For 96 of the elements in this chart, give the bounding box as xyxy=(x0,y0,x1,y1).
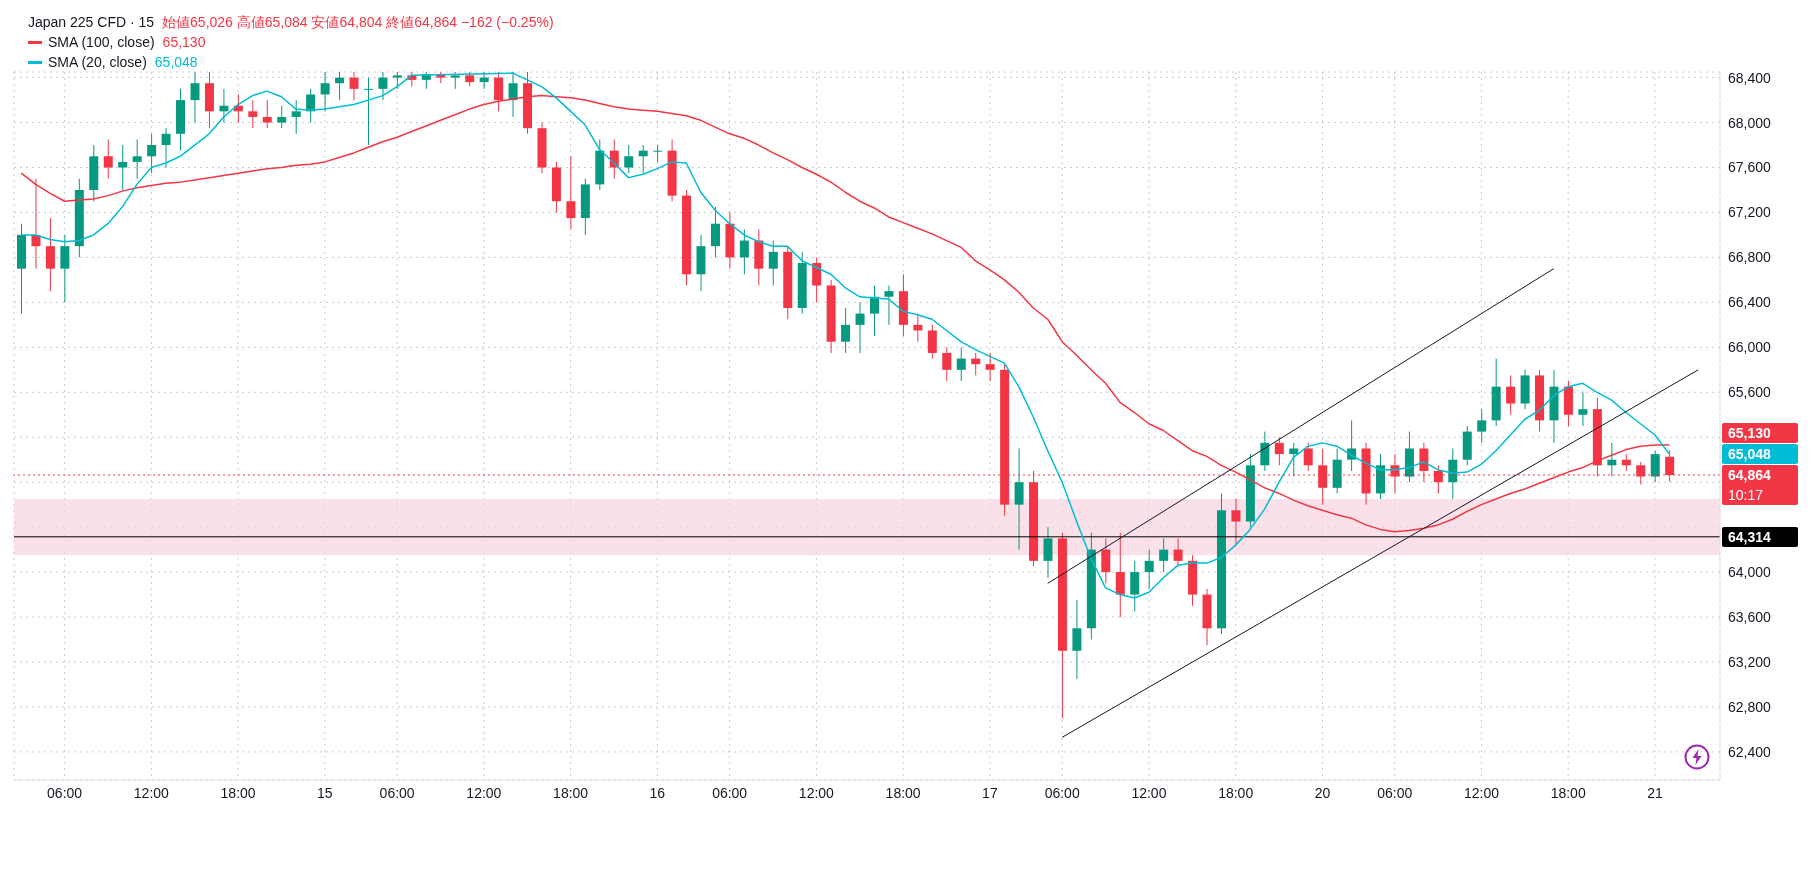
x-tick-label: 06:00 xyxy=(1377,784,1413,801)
x-tick-label: 18:00 xyxy=(885,784,921,801)
x-tick-label: 18:00 xyxy=(1550,784,1586,801)
candlestick xyxy=(812,256,822,303)
candlestick xyxy=(277,105,287,129)
candlestick xyxy=(1173,537,1183,567)
x-tick-label: 06:00 xyxy=(1044,784,1080,801)
candlestick xyxy=(132,138,142,180)
text: 65,130 xyxy=(1728,424,1772,443)
y-tick-label: 68,000 xyxy=(1728,114,1772,131)
x-tick-label: 16 xyxy=(649,784,666,801)
candlestick xyxy=(508,72,518,118)
candlestick xyxy=(1477,408,1487,444)
candlestick xyxy=(349,72,359,101)
y-tick-label: 66,800 xyxy=(1728,249,1772,266)
text: 65,130 xyxy=(162,33,206,52)
candlestick xyxy=(739,228,749,275)
candlestick xyxy=(1506,374,1516,416)
candlestick xyxy=(1274,436,1284,466)
text: 65,048 xyxy=(1728,445,1772,464)
x-tick-label: 12:00 xyxy=(1463,784,1500,801)
y-tick-label: 65,600 xyxy=(1728,384,1772,401)
candlestick xyxy=(1650,450,1660,483)
candlestick xyxy=(927,324,937,360)
y-tick-label: 62,800 xyxy=(1728,698,1772,715)
candlestick xyxy=(855,301,865,354)
x-tick-label: 20 xyxy=(1314,784,1331,801)
ref-line-label: 64,864 xyxy=(1728,466,1772,485)
candlestick xyxy=(378,72,388,101)
candlestick xyxy=(1260,431,1270,472)
candlestick xyxy=(624,144,634,174)
candlestick xyxy=(363,77,373,146)
candlestick xyxy=(1115,532,1125,618)
x-tick-label: 06:00 xyxy=(47,784,83,801)
y-tick-label: 67,600 xyxy=(1728,159,1772,176)
x-tick-label: 12:00 xyxy=(798,784,835,801)
candlestick xyxy=(1231,498,1241,545)
x-tick-label: 06:00 xyxy=(712,784,748,801)
y-tick-label: 63,600 xyxy=(1728,609,1772,626)
candlestick xyxy=(985,352,995,382)
candlestick xyxy=(262,99,272,129)
y-tick-label: 66,000 xyxy=(1728,339,1772,356)
y-tick-label: 63,200 xyxy=(1728,653,1772,670)
x-tick-label: 15 xyxy=(317,784,333,801)
candlestick xyxy=(161,127,171,169)
chart-title: Japan 225 CFD · 15 xyxy=(28,14,155,30)
text: 10:17 xyxy=(1728,486,1765,505)
candlestick xyxy=(1289,442,1299,478)
y-tick-label: 67,200 xyxy=(1728,204,1772,221)
candlestick xyxy=(870,285,879,337)
candlestick xyxy=(942,346,952,382)
candlestick xyxy=(566,155,576,230)
candlestick xyxy=(1144,549,1154,590)
x-tick-label: 12:00 xyxy=(1131,784,1167,801)
candlestick xyxy=(248,99,258,129)
x-tick-label: 18:00 xyxy=(220,784,256,801)
candlestick xyxy=(320,72,330,112)
x-tick-label: 21 xyxy=(1647,784,1663,801)
candlestick xyxy=(1159,537,1169,573)
x-tick-label: 18:00 xyxy=(1218,784,1254,801)
candlestick xyxy=(147,133,157,174)
candlestick xyxy=(710,206,720,258)
candlestick xyxy=(60,234,70,303)
legend-label: SMA (100, close) xyxy=(48,33,155,52)
candlestick xyxy=(653,144,663,163)
candlestick xyxy=(841,307,851,354)
ref-line-label: 64,314 xyxy=(1728,527,1772,547)
candlestick xyxy=(1043,526,1053,579)
candlestick xyxy=(118,144,128,191)
candlestick xyxy=(190,72,200,124)
text: 65,048 xyxy=(154,53,198,72)
candlestick xyxy=(1578,391,1588,427)
candlestick xyxy=(956,346,966,382)
x-tick-label: 06:00 xyxy=(379,784,415,801)
x-tick-label: 18:00 xyxy=(553,784,589,801)
y-tick-label: 62,400 xyxy=(1728,743,1772,760)
candlestick xyxy=(45,217,55,292)
y-tick-label: 68,400 xyxy=(1728,69,1772,86)
x-tick-label: 12:00 xyxy=(133,784,170,801)
y-tick-label: 64,000 xyxy=(1728,564,1772,581)
candlestick xyxy=(103,138,113,180)
legend-label: SMA (20, close) xyxy=(48,53,147,72)
candlestick xyxy=(1303,442,1313,472)
candlestick xyxy=(1101,537,1111,584)
x-tick-label: 17 xyxy=(982,784,998,801)
chart-subtitle: 始値65,026 高値65,084 安値64,804 終値64,864 −162 (−0.25%) xyxy=(162,14,554,30)
candlestick xyxy=(1347,419,1357,472)
candlestick xyxy=(884,285,894,326)
candlestick xyxy=(291,99,301,135)
candlestick xyxy=(1072,599,1082,680)
candlestick xyxy=(1130,560,1140,612)
candlestick xyxy=(479,72,489,90)
candlestick xyxy=(768,240,778,287)
x-tick-label: 12:00 xyxy=(466,784,502,801)
y-tick-label: 66,400 xyxy=(1728,294,1772,311)
candlestick xyxy=(1014,447,1024,551)
